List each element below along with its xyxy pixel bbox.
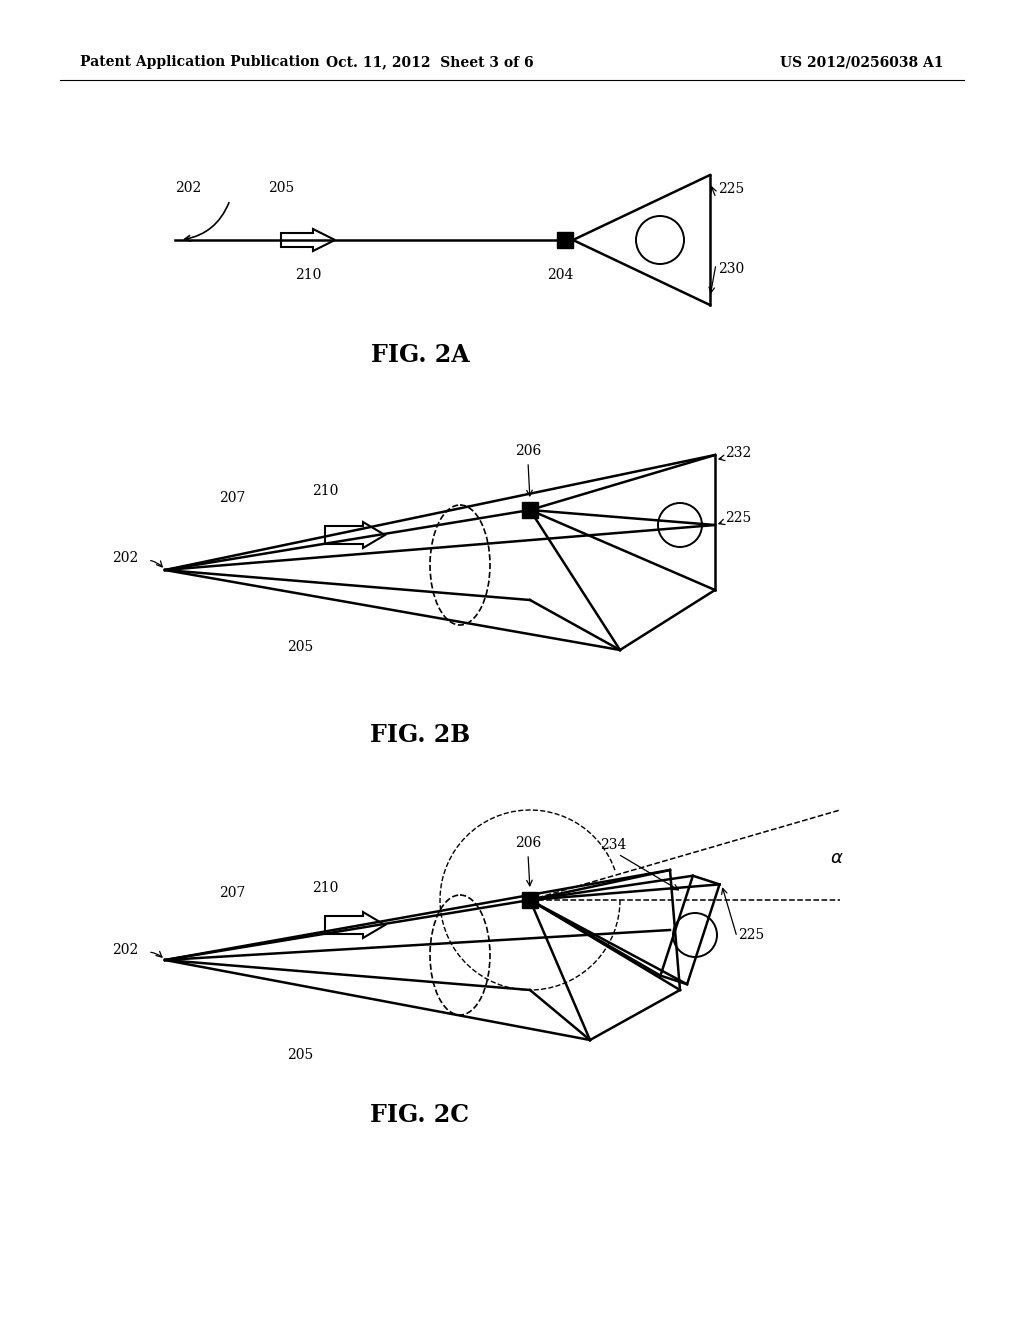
Polygon shape — [281, 228, 335, 251]
Text: 225: 225 — [738, 928, 764, 942]
Text: 205: 205 — [287, 640, 313, 653]
Text: 206: 206 — [515, 444, 541, 458]
Text: 225: 225 — [718, 182, 744, 195]
Text: Patent Application Publication: Patent Application Publication — [80, 55, 319, 69]
Text: FIG. 2B: FIG. 2B — [370, 723, 470, 747]
Text: 202: 202 — [175, 181, 202, 195]
Text: 205: 205 — [287, 1048, 313, 1063]
Polygon shape — [325, 912, 385, 939]
Text: 202: 202 — [112, 550, 138, 565]
Bar — [522, 502, 538, 517]
Text: Oct. 11, 2012  Sheet 3 of 6: Oct. 11, 2012 Sheet 3 of 6 — [327, 55, 534, 69]
Text: 225: 225 — [725, 511, 752, 525]
Text: 202: 202 — [112, 942, 138, 957]
Text: $\alpha$: $\alpha$ — [830, 849, 844, 867]
Polygon shape — [325, 521, 385, 548]
Text: 232: 232 — [725, 446, 752, 459]
Text: 210: 210 — [295, 268, 322, 282]
Text: 207: 207 — [219, 491, 245, 506]
Text: US 2012/0256038 A1: US 2012/0256038 A1 — [780, 55, 943, 69]
Text: FIG. 2A: FIG. 2A — [371, 343, 469, 367]
Text: 206: 206 — [515, 836, 541, 850]
Bar — [557, 232, 573, 248]
Text: 230: 230 — [718, 261, 744, 276]
Text: 204: 204 — [547, 268, 573, 282]
Text: 234: 234 — [600, 838, 627, 851]
Text: 210: 210 — [312, 484, 338, 498]
Text: 207: 207 — [219, 886, 245, 900]
Text: 205: 205 — [268, 181, 294, 195]
Text: FIG. 2C: FIG. 2C — [371, 1104, 469, 1127]
Text: 210: 210 — [312, 880, 338, 895]
Bar — [522, 892, 538, 908]
